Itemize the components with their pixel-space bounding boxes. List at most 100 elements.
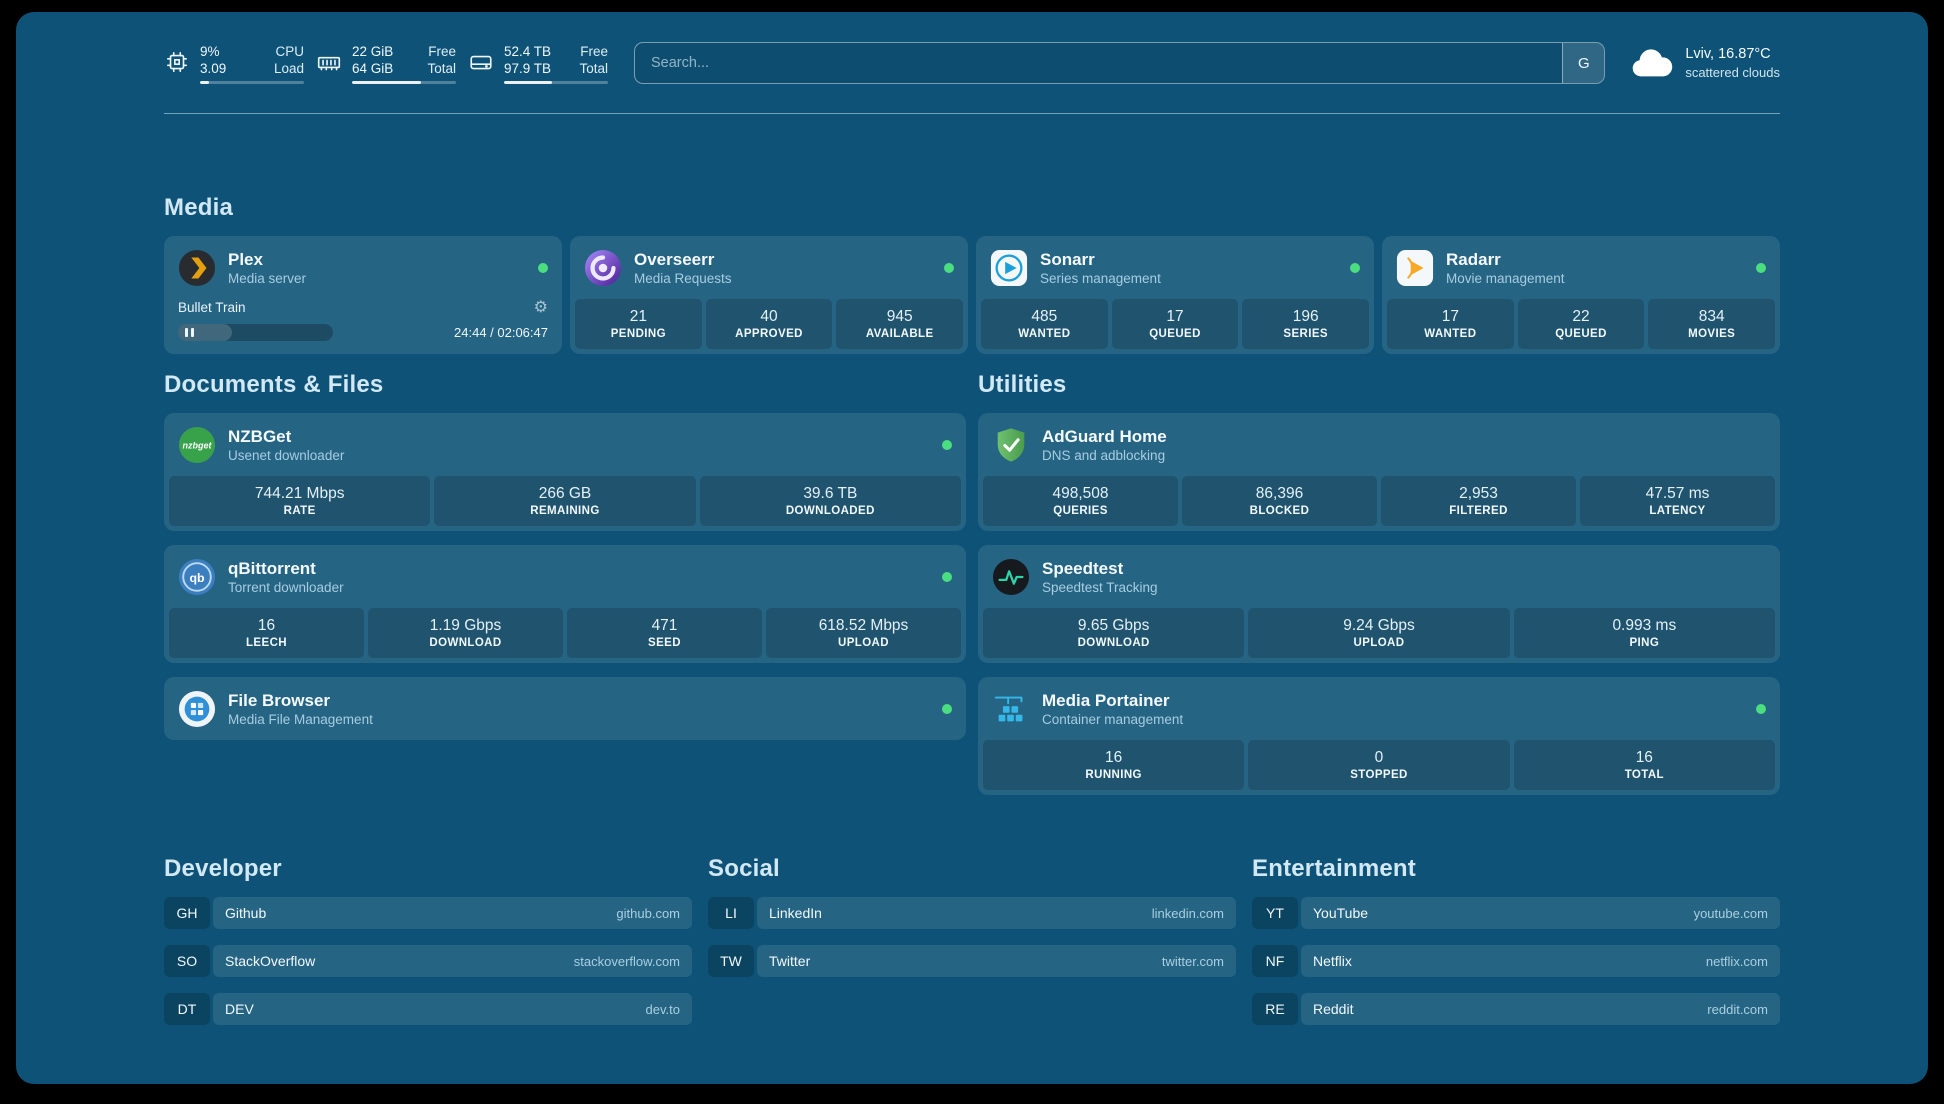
settings-gear-icon[interactable]: ⚙ [533,298,548,316]
stat-label: SERIES [1283,328,1328,340]
stat-tile: 834 MOVIES [1648,299,1776,349]
qbittorrent-icon: qb [178,558,216,596]
stat-value: 945 [886,308,913,325]
bookmark-url: dev.to [645,1001,680,1017]
stat-tile: 39.6 TB DOWNLOADED [699,476,961,526]
bookmark-reddit[interactable]: RE Reddit reddit.com [1252,993,1780,1025]
bookmark-stackoverflow[interactable]: SO StackOverflow stackoverflow.com [164,945,692,977]
service-card-overseerr[interactable]: Overseerr Media Requests 21 PENDING 40 A… [570,236,968,354]
bookmark-url: github.com [616,905,680,921]
stat-label: TOTAL [1624,769,1664,781]
stat-label: QUEUED [1149,328,1201,340]
stat-tile: 17 QUEUED [1111,299,1239,349]
bookmark-name: YouTube [1313,905,1369,921]
stat-tile: 1.19 Gbps DOWNLOAD [368,608,563,658]
disk-free: 52.4 TB [504,43,552,59]
stat-label: DOWNLOAD [1077,637,1150,649]
stat-value: 266 GB [538,485,592,502]
stat-label: AVAILABLE [865,328,934,340]
service-subtitle: Series management [1040,271,1161,286]
bookmark-abbr: GH [164,897,210,929]
bookmark-abbr: SO [164,945,210,977]
stat-value: 744.21 Mbps [254,485,345,502]
stat-label: RATE [283,505,316,517]
bookmark-twitter[interactable]: TW Twitter twitter.com [708,945,1236,977]
stat-value: 2,953 [1459,485,1498,502]
bookmark-url: linkedin.com [1151,905,1224,921]
stat-label: REMAINING [530,505,600,517]
stat-value: 16 [1105,749,1123,766]
search-input[interactable] [635,43,1563,83]
service-card-radarr[interactable]: Radarr Movie management 17 WANTED 22 QUE… [1382,236,1780,354]
stat-value: 196 [1292,308,1319,325]
playback-progress-bar[interactable] [178,324,334,341]
bookmark-name: StackOverflow [225,953,316,969]
stat-value: 39.6 TB [803,485,858,502]
stat-value: 17 [1166,308,1184,325]
dashboard-page: 9% CPU 3.09 Load 22 GiB Free 64 GiB [16,12,1928,1084]
bookmark-name: Reddit [1313,1001,1354,1017]
stat-tile: 17 WANTED [1387,299,1514,349]
service-name: Sonarr [1040,250,1095,269]
stat-value: 1.19 Gbps [429,617,502,634]
bookmark-youtube[interactable]: YT YouTube youtube.com [1252,897,1780,929]
service-name: Plex [228,250,263,269]
stat-label: PING [1629,637,1660,649]
stat-label: MOVIES [1688,328,1736,340]
stat-label: BLOCKED [1249,505,1310,517]
service-name: Speedtest [1042,559,1124,578]
service-card-portainer[interactable]: Media Portainer Container management 16 … [978,677,1780,795]
bookmark-url: youtube.com [1693,905,1768,921]
bookmark-netflix[interactable]: NF Netflix netflix.com [1252,945,1780,977]
bookmark-group-developer: Developer GH Github github.com SO StackO… [164,855,692,1025]
stat-label: STOPPED [1350,769,1408,781]
stat-label: FILTERED [1449,505,1508,517]
weather-condition: scattered clouds [1685,65,1780,80]
stat-label: DOWNLOAD [429,637,502,649]
service-name: Overseerr [634,250,715,269]
service-card-plex[interactable]: Plex Media server Bullet Train ⚙ [164,236,562,354]
section-title-documents: Documents & Files [164,371,384,398]
playback-time: 24:44 / 02:06:47 [454,325,548,340]
service-card-speedtest[interactable]: Speedtest Speedtest Tracking 9.65 Gbps D… [978,545,1780,663]
weather-location: Lviv, 16.87°C [1685,46,1771,62]
service-card-qbittorrent[interactable]: qb qBittorrent Torrent downloader [164,545,966,663]
stat-tile: 21 PENDING [575,299,702,349]
stat-label: WANTED [1424,328,1477,340]
stat-value: 40 [760,308,778,325]
section-title-developer: Developer [164,855,282,882]
sonarr-icon [990,249,1028,287]
disk-free-label: Free [580,43,608,59]
service-card-sonarr[interactable]: Sonarr Series management 485 WANTED 17 Q… [976,236,1374,354]
service-card-adguard[interactable]: AdGuard Home DNS and adblocking 498,508 … [978,413,1780,531]
stat-value: 21 [629,308,647,325]
stat-label: QUEUED [1555,328,1607,340]
header-divider [164,113,1780,114]
plex-icon [178,249,216,287]
filebrowser-icon [178,690,216,728]
stat-value: 17 [1441,308,1459,325]
bookmark-url: twitter.com [1161,953,1224,969]
stat-value: 498,508 [1052,485,1109,502]
stat-label: RUNNING [1085,769,1142,781]
status-dot-online [1756,263,1766,273]
service-subtitle: Container management [1042,712,1184,727]
bookmark-url: reddit.com [1707,1001,1768,1017]
speedtest-icon [992,558,1030,596]
memory-widget: 22 GiB Free 64 GiB Total [316,43,456,84]
bookmark-linkedin[interactable]: LI LinkedIn linkedin.com [708,897,1236,929]
search-provider-button[interactable]: G [1562,43,1605,83]
bookmark-name: Twitter [769,953,811,969]
cpu-load: 3.09 [200,60,227,76]
stat-tile: 0 STOPPED [1248,740,1510,790]
service-name: Radarr [1446,250,1501,269]
service-card-filebrowser[interactable]: File Browser Media File Management [164,677,966,740]
section-title-entertainment: Entertainment [1252,855,1416,882]
bookmark-github[interactable]: GH Github github.com [164,897,692,929]
disk-bar [504,80,608,84]
pause-button[interactable] [185,328,194,337]
bookmark-dev[interactable]: DT DEV dev.to [164,993,692,1025]
service-card-nzbget[interactable]: nzbget NZBGet Usenet downloader 74 [164,413,966,531]
bookmarks-section: Developer GH Github github.com SO StackO… [164,855,1780,1055]
nzbget-icon: nzbget [178,426,216,464]
